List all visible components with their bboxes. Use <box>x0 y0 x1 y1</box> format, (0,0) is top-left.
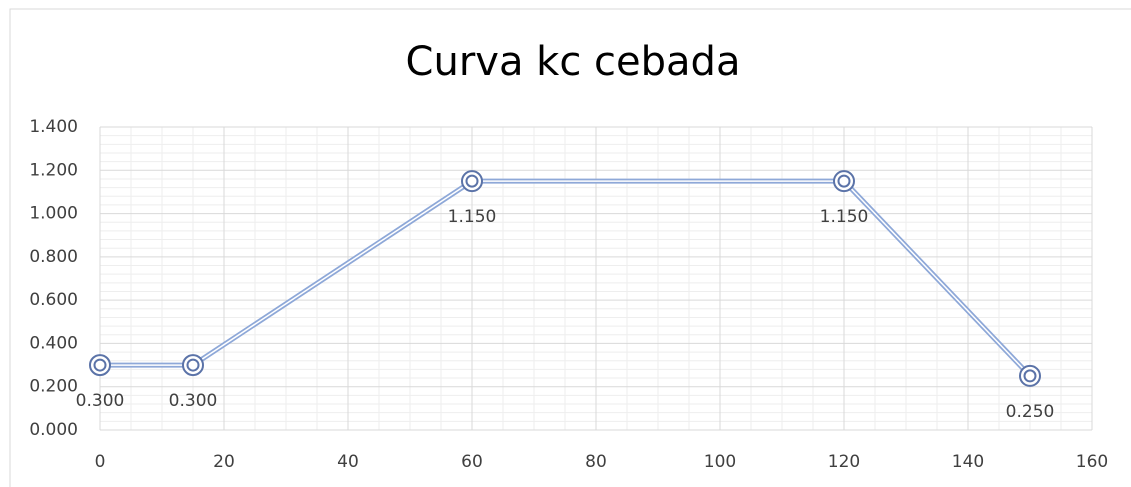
y-tick-label: 0.200 <box>29 377 78 397</box>
marker-inner <box>93 358 107 372</box>
marker <box>182 354 204 377</box>
x-tick-label: 100 <box>704 452 736 472</box>
marker-inner <box>465 174 479 188</box>
data-label: 0.250 <box>1006 402 1055 422</box>
data-label: 0.300 <box>169 391 218 411</box>
y-tick-label: 1.200 <box>29 160 78 180</box>
data-label: 0.300 <box>76 391 125 411</box>
x-tick-label: 20 <box>213 452 235 472</box>
marker <box>833 170 855 193</box>
y-tick-label: 0.400 <box>29 333 78 353</box>
marker <box>461 170 483 193</box>
marker <box>89 354 111 377</box>
x-tick-label: 60 <box>461 452 483 472</box>
marker-inner <box>186 358 200 372</box>
y-tick-label: 0.000 <box>29 420 78 440</box>
x-tick-label: 40 <box>337 452 359 472</box>
y-tick-label: 0.600 <box>29 290 78 310</box>
marker-inner <box>837 174 851 188</box>
data-label: 1.150 <box>448 207 497 227</box>
x-tick-label: 0 <box>95 452 106 472</box>
marker <box>1019 364 1041 387</box>
chart-title: Curva kc cebada <box>406 39 741 85</box>
data-label: 1.150 <box>820 207 869 227</box>
x-tick-label: 120 <box>828 452 860 472</box>
y-tick-label: 0.800 <box>29 247 78 267</box>
marker-inner <box>1023 369 1037 383</box>
x-tick-label: 80 <box>585 452 607 472</box>
x-tick-label: 160 <box>1076 452 1108 472</box>
x-tick-label: 140 <box>952 452 984 472</box>
y-tick-label: 1.000 <box>29 204 78 224</box>
y-tick-label: 1.400 <box>29 117 78 137</box>
